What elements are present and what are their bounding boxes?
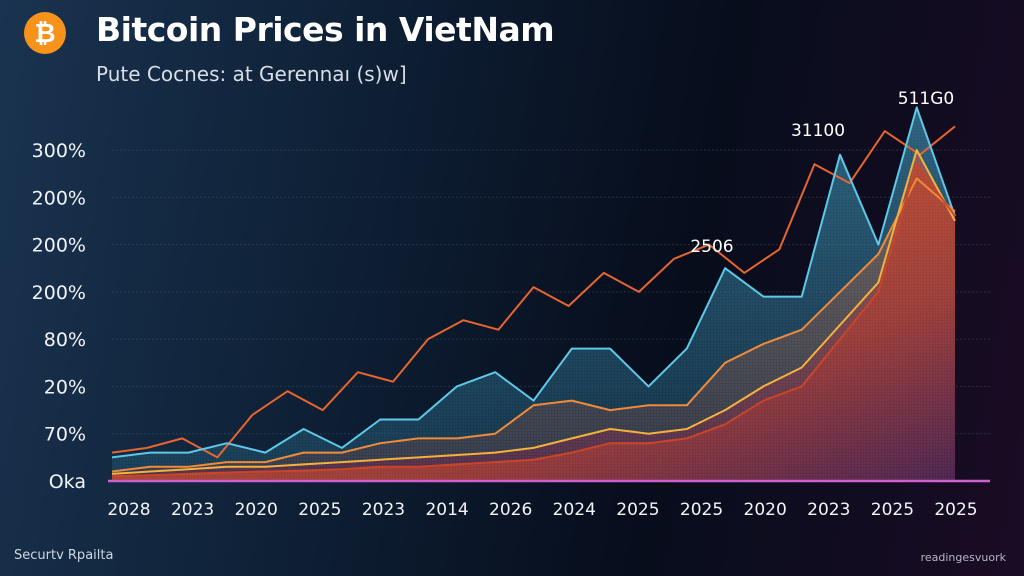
- x-tick-label: 2020: [235, 500, 278, 520]
- x-tick-label: 2026: [489, 500, 532, 520]
- footer-source: Securtv Rpailta: [14, 548, 114, 563]
- x-tick-label: 2025: [871, 500, 914, 520]
- bitcoin-glyph: ₿: [34, 18, 56, 49]
- x-tick-label: 2020: [744, 500, 787, 520]
- y-tick-label: 20%: [44, 376, 86, 398]
- data-label: 2506: [690, 237, 733, 257]
- red-base-area-texture: [112, 164, 955, 481]
- x-tick-label: 2023: [362, 500, 405, 520]
- x-tick-label: 2014: [425, 500, 468, 520]
- data-label: 511G0: [898, 89, 954, 109]
- x-tick-label: 2025: [298, 500, 341, 520]
- x-tick-label: 2023: [807, 500, 850, 520]
- y-tick-label: 80%: [44, 329, 86, 351]
- cyan-area-line: [111, 106, 956, 459]
- orange-band-upper-line: [111, 177, 956, 473]
- y-tick-label: 300%: [32, 140, 86, 162]
- x-tick-label: 2025: [934, 500, 977, 520]
- page-title: Bitcoin Prices in VietNam: [96, 10, 555, 49]
- data-label: 31100: [791, 121, 845, 141]
- x-tick-label: 2028: [107, 500, 150, 520]
- x-tick-label: 2023: [171, 500, 214, 520]
- y-tick-label: 200%: [32, 187, 86, 209]
- footer-credit: readingesvuork: [920, 551, 1006, 564]
- x-tick-label: 2025: [616, 500, 659, 520]
- y-tick-label: 200%: [32, 282, 86, 304]
- page-subtitle: Pute Cocnes: at Gerennaı (s)w]: [96, 62, 407, 86]
- x-tick-label: 2025: [680, 500, 723, 520]
- red-base-area-line: [111, 163, 956, 478]
- y-tick-label: 70%: [44, 424, 86, 446]
- y-tick-label: Oka: [49, 471, 86, 493]
- y-tick-label: 200%: [32, 235, 86, 257]
- x-tick-label: 2024: [553, 500, 596, 520]
- bitcoin-icon: ₿: [24, 12, 66, 54]
